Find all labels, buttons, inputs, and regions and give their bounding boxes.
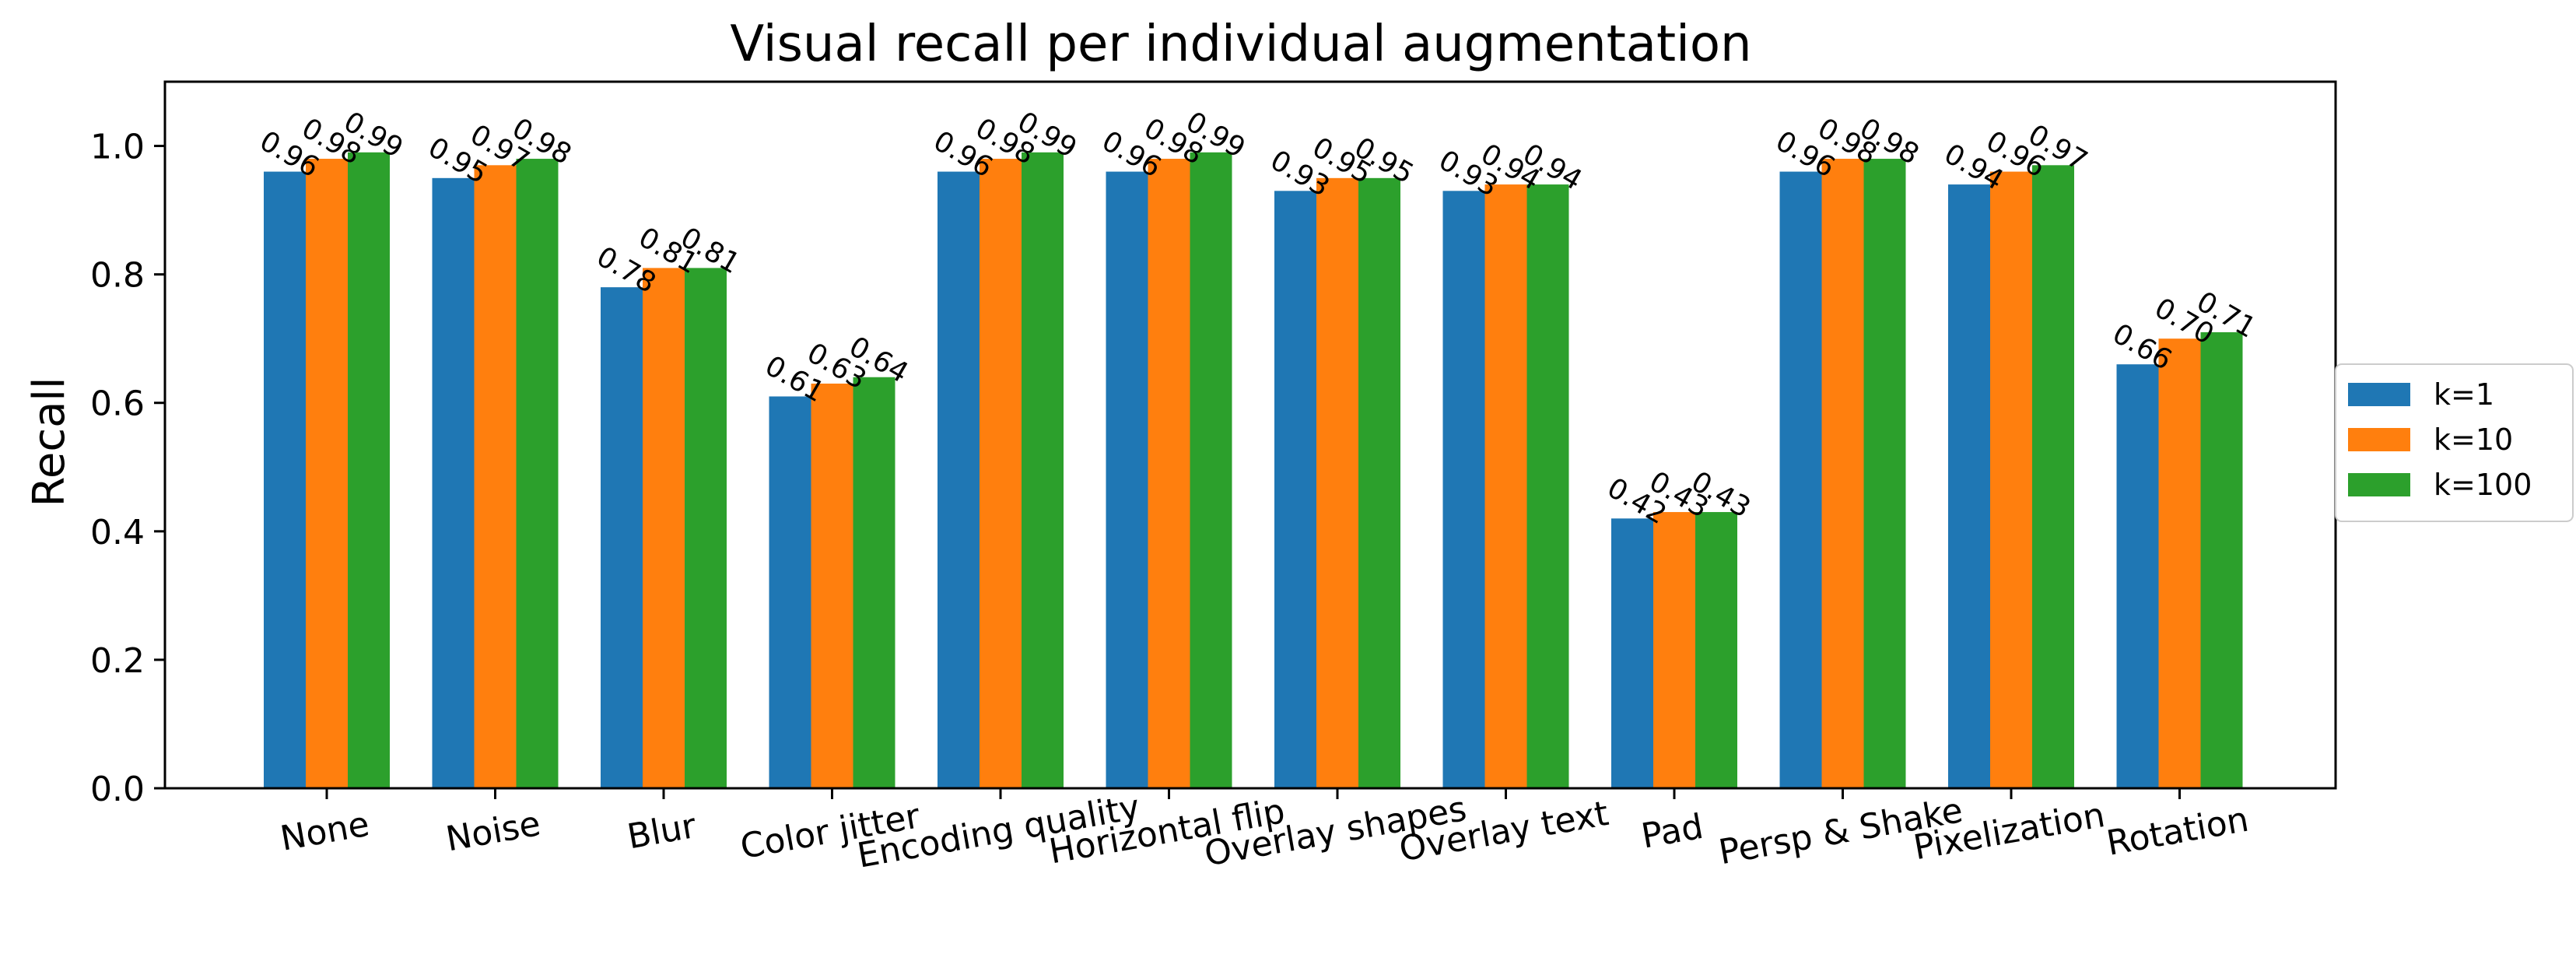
bar (1358, 177, 1400, 788)
bar (2116, 364, 2159, 788)
y-tick-label: 0.6 (90, 384, 145, 424)
bar (938, 171, 980, 789)
y-tick-label: 0.2 (90, 641, 145, 681)
bar (811, 383, 853, 788)
bar (2200, 331, 2243, 789)
x-tick-label: Noise (443, 804, 543, 859)
x-tick-label: Rotation (2104, 800, 2252, 864)
legend-swatch (2348, 383, 2410, 406)
bar (306, 159, 348, 788)
bar (2158, 338, 2201, 788)
bar (1863, 159, 1906, 788)
bar (474, 165, 517, 789)
bar (1695, 512, 1737, 788)
bar (1611, 518, 1653, 788)
bar (980, 159, 1022, 788)
y-tick-label: 0.4 (90, 513, 145, 552)
bar (1484, 184, 1527, 788)
bar (769, 396, 811, 788)
bar (1274, 191, 1316, 788)
legend-label: k=10 (2434, 423, 2513, 457)
legend-swatch (2348, 428, 2410, 451)
legend-label: k=1 (2434, 377, 2494, 412)
bar (1653, 512, 1695, 788)
y-axis-label: Recall (24, 377, 75, 507)
bar (432, 177, 475, 788)
bar (1990, 171, 2032, 789)
bar (643, 268, 685, 788)
bar (1022, 152, 1064, 789)
bar (1526, 184, 1569, 788)
bar (264, 171, 306, 789)
y-tick-label: 0.0 (90, 770, 145, 809)
x-tick-label: Blur (625, 806, 700, 858)
bar (348, 152, 390, 789)
chart-title: Visual recall per individual augmentatio… (730, 16, 1751, 73)
legend-label: k=100 (2434, 468, 2532, 502)
bar (1821, 159, 1864, 788)
y-tick-label: 0.8 (90, 256, 145, 296)
y-axis: 0.0 0.2 0.4 0.6 0.8 1.0 (90, 128, 165, 809)
y-tick-label: 1.0 (90, 128, 145, 167)
bar (853, 377, 895, 788)
bar (516, 159, 559, 788)
bar (1779, 171, 1822, 789)
bar (1190, 152, 1232, 789)
legend: k=1 k=10 k=100 (2335, 363, 2574, 522)
x-tick-label: None (278, 805, 373, 859)
bar (601, 287, 643, 788)
bars-layer (264, 152, 2243, 789)
bar (2032, 165, 2074, 789)
legend-swatch (2348, 473, 2410, 496)
x-tick-label: Pad (1638, 807, 1706, 857)
bar (1106, 171, 1148, 789)
bar (1948, 184, 1990, 788)
bar (1148, 159, 1190, 788)
bar (685, 268, 727, 788)
bar (1442, 191, 1485, 788)
bar (1316, 177, 1358, 788)
